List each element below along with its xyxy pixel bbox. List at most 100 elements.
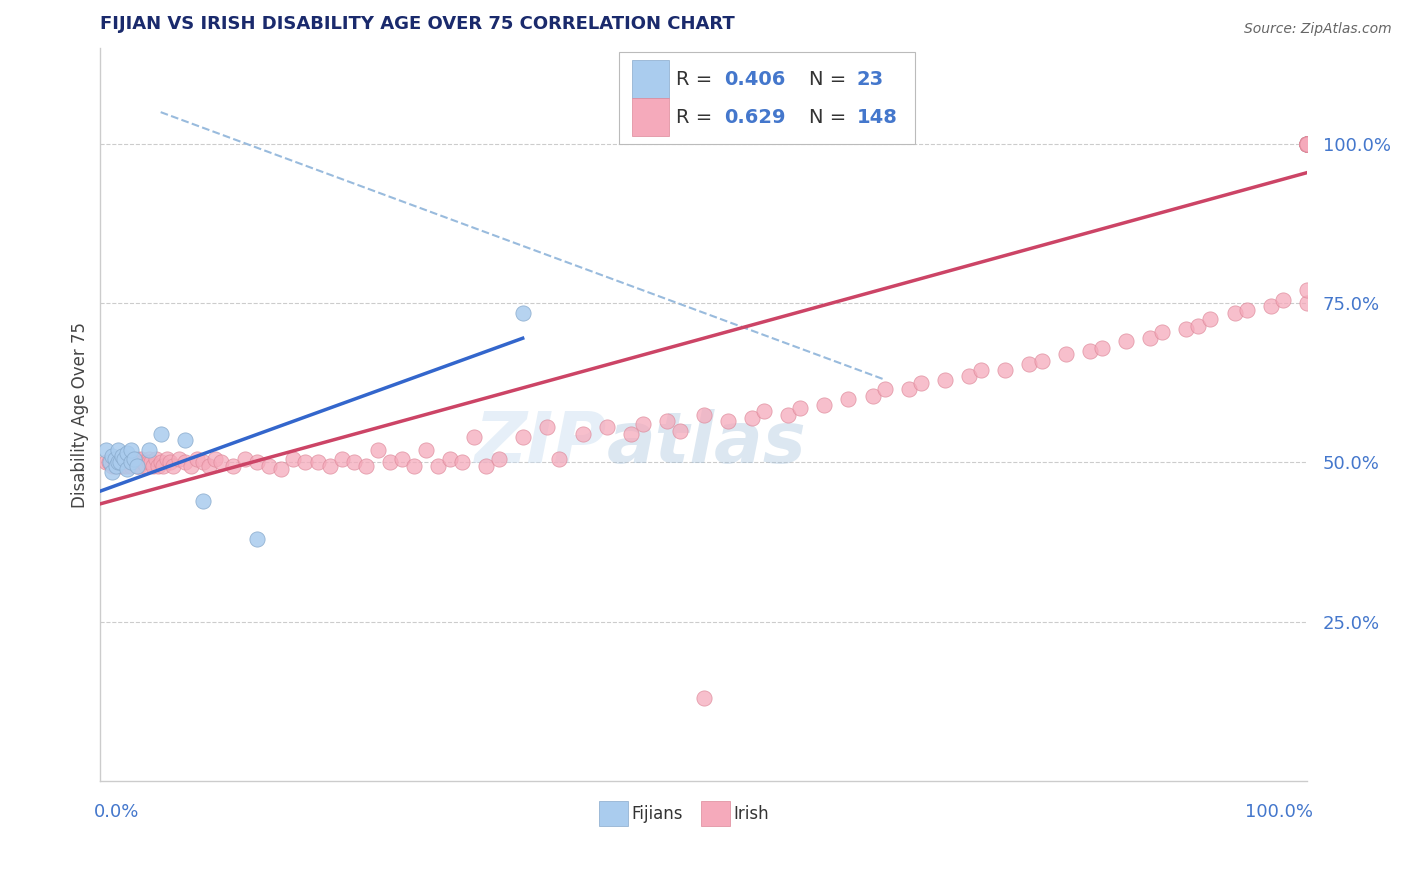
- Point: [692, 408, 714, 422]
- Point: [1187, 318, 1209, 333]
- Point: [415, 442, 437, 457]
- Point: [125, 452, 148, 467]
- Point: [1296, 136, 1319, 151]
- Point: [96, 455, 118, 469]
- Point: [156, 452, 179, 467]
- Point: [1152, 325, 1174, 339]
- Point: [1296, 136, 1319, 151]
- Point: [596, 420, 619, 434]
- Point: [1296, 136, 1319, 151]
- Point: [1296, 136, 1319, 151]
- FancyBboxPatch shape: [633, 61, 669, 98]
- Point: [354, 458, 377, 473]
- Point: [1296, 136, 1319, 151]
- Point: [488, 452, 510, 467]
- FancyBboxPatch shape: [619, 52, 915, 144]
- Point: [1031, 353, 1053, 368]
- Point: [122, 455, 145, 469]
- Point: [204, 452, 226, 467]
- Point: [1115, 334, 1137, 349]
- FancyBboxPatch shape: [633, 98, 669, 136]
- Point: [1296, 136, 1319, 151]
- Point: [752, 404, 775, 418]
- Point: [111, 452, 134, 467]
- Point: [1296, 136, 1319, 151]
- Point: [1296, 136, 1319, 151]
- Point: [98, 455, 121, 469]
- Point: [111, 449, 134, 463]
- Text: R =: R =: [676, 70, 718, 89]
- Point: [427, 458, 450, 473]
- Point: [536, 420, 558, 434]
- Point: [1296, 136, 1319, 151]
- Point: [1296, 296, 1319, 310]
- Point: [125, 458, 148, 473]
- Point: [198, 458, 221, 473]
- Point: [717, 414, 740, 428]
- Point: [1296, 136, 1319, 151]
- Point: [439, 452, 461, 467]
- Point: [149, 455, 172, 469]
- Point: [789, 401, 811, 416]
- Point: [378, 455, 401, 469]
- Point: [1296, 136, 1319, 151]
- Point: [1296, 136, 1319, 151]
- Point: [1296, 136, 1319, 151]
- Point: [173, 433, 195, 447]
- Point: [1296, 136, 1319, 151]
- Text: FIJIAN VS IRISH DISABILITY AGE OVER 75 CORRELATION CHART: FIJIAN VS IRISH DISABILITY AGE OVER 75 C…: [100, 15, 735, 33]
- Point: [1296, 136, 1319, 151]
- Text: 0.0%: 0.0%: [94, 803, 139, 821]
- Point: [97, 455, 120, 469]
- Point: [1296, 136, 1319, 151]
- Point: [343, 455, 366, 469]
- Text: Source: ZipAtlas.com: Source: ZipAtlas.com: [1244, 22, 1392, 37]
- Point: [115, 446, 138, 460]
- Point: [101, 465, 124, 479]
- Point: [162, 458, 184, 473]
- Point: [1296, 136, 1319, 151]
- Point: [1296, 136, 1319, 151]
- Point: [180, 458, 202, 473]
- Point: [813, 398, 835, 412]
- Point: [222, 458, 245, 473]
- Point: [186, 452, 208, 467]
- Point: [307, 455, 329, 469]
- Point: [1296, 136, 1319, 151]
- Point: [246, 532, 269, 546]
- Point: [970, 363, 993, 377]
- Point: [1296, 136, 1319, 151]
- Point: [1296, 136, 1319, 151]
- Point: [572, 426, 595, 441]
- Point: [1296, 136, 1319, 151]
- Text: N =: N =: [808, 70, 852, 89]
- Point: [108, 458, 131, 473]
- Point: [475, 458, 498, 473]
- Point: [1296, 136, 1319, 151]
- Text: R =: R =: [676, 108, 718, 127]
- Point: [1175, 321, 1198, 335]
- Point: [101, 458, 124, 473]
- Point: [1139, 331, 1161, 345]
- Point: [1199, 312, 1222, 326]
- Point: [512, 430, 534, 444]
- Point: [1296, 136, 1319, 151]
- Text: 148: 148: [856, 108, 898, 127]
- Point: [120, 442, 142, 457]
- Point: [1296, 136, 1319, 151]
- Point: [548, 452, 571, 467]
- Point: [107, 442, 129, 457]
- Point: [283, 452, 305, 467]
- Point: [233, 452, 256, 467]
- Point: [105, 458, 128, 473]
- Point: [191, 455, 214, 469]
- Point: [957, 369, 980, 384]
- Point: [837, 392, 859, 406]
- Point: [1296, 136, 1319, 151]
- Point: [152, 458, 174, 473]
- Point: [1018, 357, 1040, 371]
- Point: [668, 424, 690, 438]
- Point: [115, 462, 138, 476]
- Point: [167, 452, 190, 467]
- Point: [862, 388, 884, 402]
